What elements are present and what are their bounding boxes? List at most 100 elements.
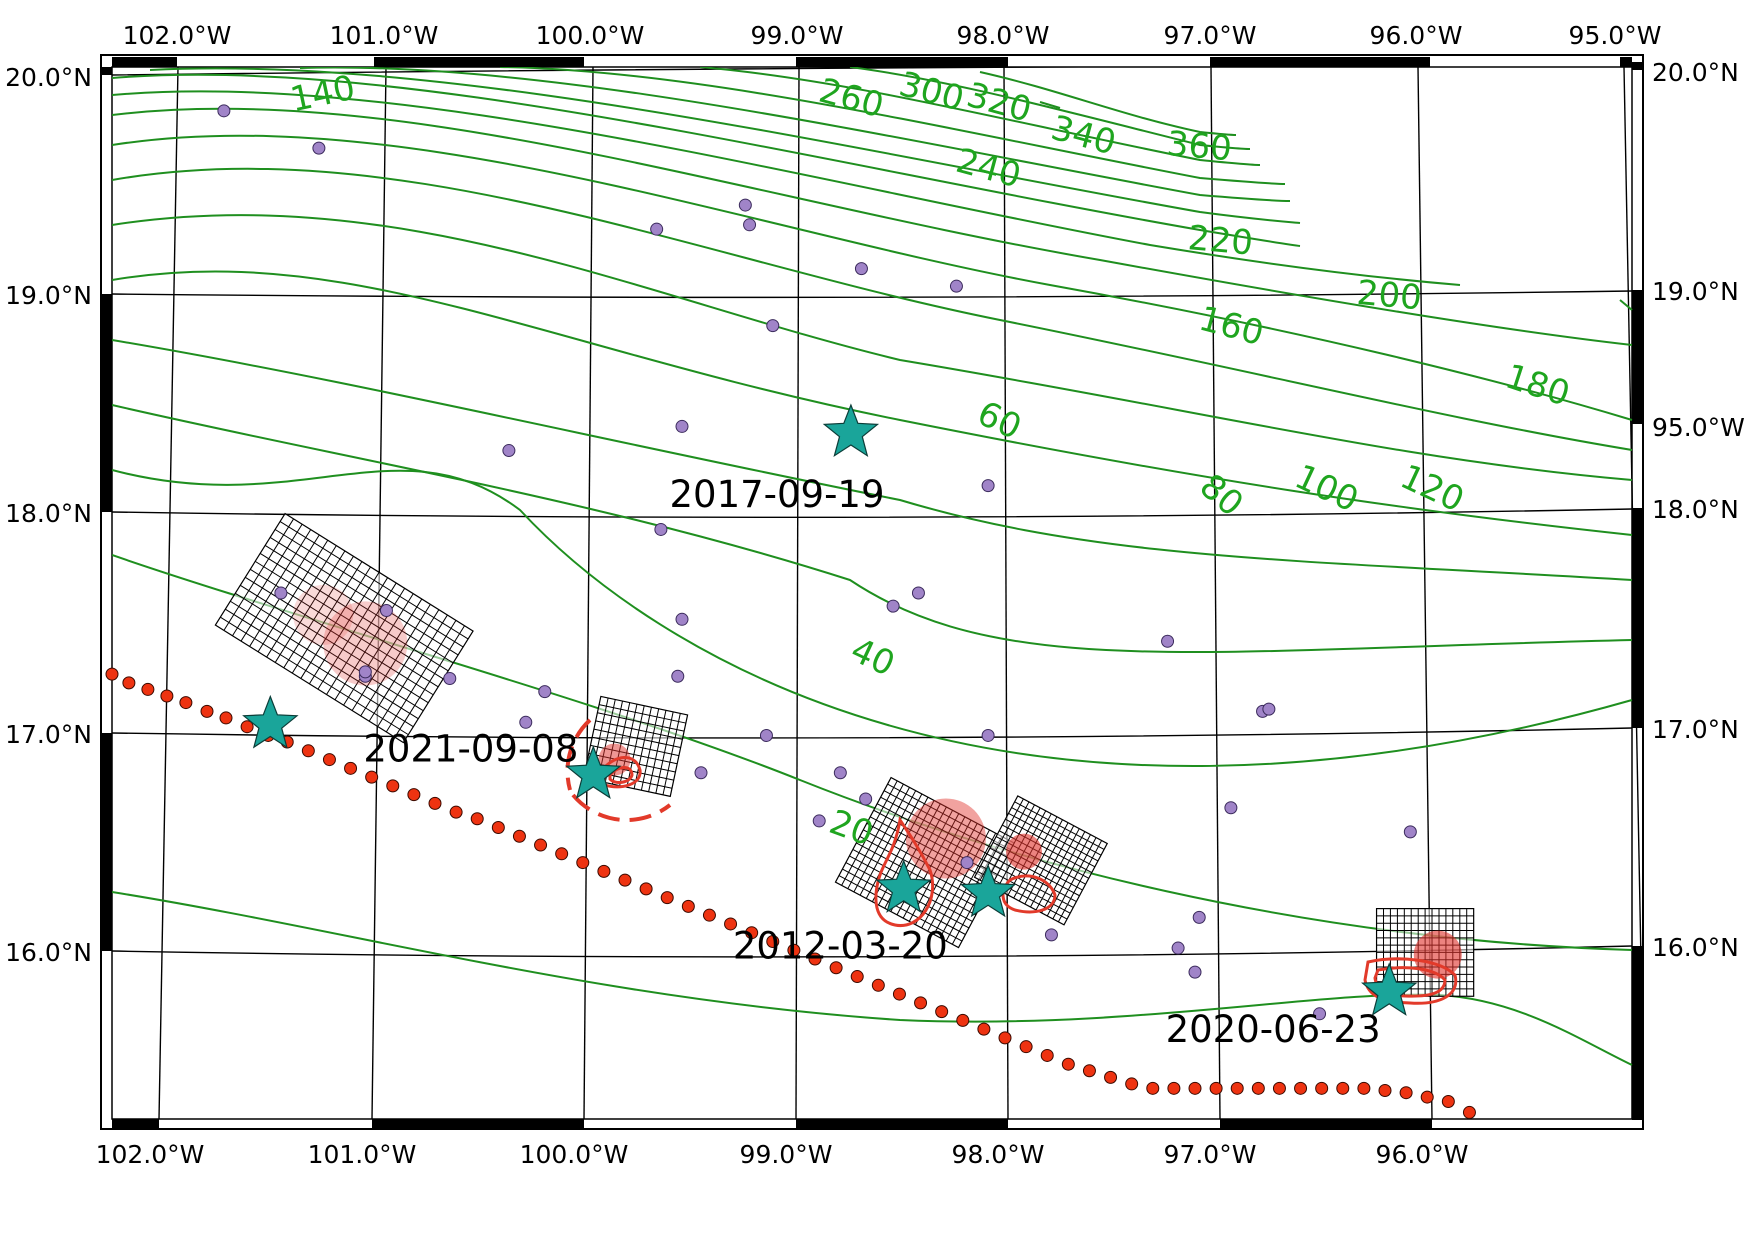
trench-dot bbox=[893, 988, 905, 1000]
trench-dot bbox=[1020, 1041, 1032, 1053]
top-lon-label: 99.0°W bbox=[751, 21, 844, 50]
trench-dot bbox=[302, 745, 314, 757]
aftershock-dot bbox=[1404, 826, 1416, 838]
trench-dot bbox=[1041, 1049, 1053, 1061]
trench-dot bbox=[872, 979, 884, 991]
trench-dot bbox=[640, 883, 652, 895]
trench-dot bbox=[851, 971, 863, 983]
trench-dot bbox=[513, 830, 525, 842]
aftershock-dot bbox=[744, 219, 756, 231]
trench-dot bbox=[1463, 1106, 1475, 1118]
left-lat-label: 16.0°N bbox=[5, 938, 92, 967]
bottom-lon-label: 97.0°W bbox=[1164, 1140, 1257, 1169]
right-lat-label: 19.0°N bbox=[1652, 277, 1739, 306]
trench-dot bbox=[180, 697, 192, 709]
event-date-label: 2017-09-19 bbox=[669, 473, 884, 516]
aftershock-dot bbox=[1189, 966, 1201, 978]
bottom-lon-label: 101.0°W bbox=[308, 1140, 417, 1169]
right-bar bbox=[1632, 290, 1643, 424]
trench-dot bbox=[682, 900, 694, 912]
right-lat-label: 16.0°N bbox=[1652, 933, 1739, 962]
trench-dot bbox=[1168, 1082, 1180, 1094]
trench-dot bbox=[1252, 1082, 1264, 1094]
aftershock-dot bbox=[695, 767, 707, 779]
slip-patch bbox=[1414, 931, 1462, 979]
left-bar bbox=[101, 294, 112, 512]
trench-dot bbox=[1442, 1095, 1454, 1107]
bottom-lon-label: 99.0°W bbox=[740, 1140, 833, 1169]
trench-dot bbox=[1295, 1082, 1307, 1094]
aftershock-dot bbox=[834, 767, 846, 779]
aftershock-dot bbox=[950, 280, 962, 292]
trench-dot bbox=[161, 690, 173, 702]
aftershock-dot bbox=[760, 729, 772, 741]
top-bar bbox=[112, 57, 177, 67]
trench-dot bbox=[1358, 1082, 1370, 1094]
trench-dot bbox=[1062, 1058, 1074, 1070]
aftershock-dot bbox=[539, 686, 551, 698]
aftershock-dot bbox=[275, 587, 287, 599]
right-lat-label: 95.0°W bbox=[1652, 413, 1745, 442]
aftershock-dot bbox=[982, 729, 994, 741]
trench-dot bbox=[936, 1006, 948, 1018]
trench-dot bbox=[106, 668, 118, 680]
aftershock-dot bbox=[655, 523, 667, 535]
trench-dot bbox=[1105, 1071, 1117, 1083]
bottom-bar bbox=[796, 1119, 1008, 1129]
left-lat-labels: 20.0°N 19.0°N 18.0°N 17.0°N 16.0°N bbox=[5, 63, 92, 967]
trench-dot bbox=[220, 712, 232, 724]
trench-dot bbox=[1231, 1082, 1243, 1094]
aftershock-dot bbox=[1162, 635, 1174, 647]
trench-dot bbox=[492, 822, 504, 834]
trench-dot bbox=[556, 848, 568, 860]
aftershock-dot bbox=[676, 420, 688, 432]
bottom-bar bbox=[112, 1119, 159, 1129]
aftershock-dot bbox=[1172, 942, 1184, 954]
trench-dot bbox=[1379, 1085, 1391, 1097]
right-lat-label: 20.0°N bbox=[1652, 58, 1739, 87]
aftershock-dot bbox=[503, 445, 515, 457]
trench-dot bbox=[999, 1032, 1011, 1044]
left-bar bbox=[101, 733, 112, 951]
aftershock-dot bbox=[672, 670, 684, 682]
aftershock-dot bbox=[1045, 929, 1057, 941]
aftershock-dot bbox=[961, 857, 973, 869]
trench-dot bbox=[1126, 1078, 1138, 1090]
trench-dot bbox=[1421, 1091, 1433, 1103]
aftershock-dot bbox=[855, 263, 867, 275]
trench-dot bbox=[1400, 1087, 1412, 1099]
trench-dot bbox=[429, 797, 441, 809]
right-lat-label: 17.0°N bbox=[1652, 715, 1739, 744]
top-lon-label: 97.0°W bbox=[1164, 21, 1257, 50]
trench-dot bbox=[1316, 1082, 1328, 1094]
top-bar bbox=[796, 57, 1008, 67]
event-date-label: 2021-09-08 bbox=[363, 727, 578, 770]
trench-dot bbox=[957, 1014, 969, 1026]
aftershock-dot bbox=[813, 815, 825, 827]
top-bar bbox=[374, 57, 584, 67]
trench-dot bbox=[345, 762, 357, 774]
top-lon-label: 100.0°W bbox=[536, 21, 645, 50]
trench-dot bbox=[1210, 1082, 1222, 1094]
bottom-lon-labels: 102.0°W 101.0°W 100.0°W 99.0°W 98.0°W 97… bbox=[96, 1140, 1469, 1169]
aftershock-dot bbox=[860, 793, 872, 805]
trench-dot bbox=[1147, 1082, 1159, 1094]
trench-dot bbox=[1337, 1082, 1349, 1094]
bottom-lon-label: 102.0°W bbox=[96, 1140, 205, 1169]
left-lat-label: 20.0°N bbox=[5, 63, 92, 92]
trench-dot bbox=[323, 754, 335, 766]
trench-dot bbox=[598, 865, 610, 877]
left-bar bbox=[101, 67, 112, 75]
top-lon-label: 101.0°W bbox=[330, 21, 439, 50]
aftershock-dot bbox=[739, 199, 751, 211]
trench-dot bbox=[1273, 1082, 1285, 1094]
right-lat-labels: 20.0°N 19.0°N 95.0°W 18.0°N 17.0°N 16.0°… bbox=[1652, 58, 1745, 962]
slip-patch bbox=[1006, 834, 1042, 870]
contour-label: 200 bbox=[1355, 273, 1423, 319]
aftershock-dot bbox=[1193, 911, 1205, 923]
trench-dot bbox=[535, 839, 547, 851]
top-lon-labels: 102.0°W 101.0°W 100.0°W 99.0°W 98.0°W 97… bbox=[123, 21, 1662, 50]
aftershock-dot bbox=[1263, 703, 1275, 715]
trench-dot bbox=[1083, 1065, 1095, 1077]
